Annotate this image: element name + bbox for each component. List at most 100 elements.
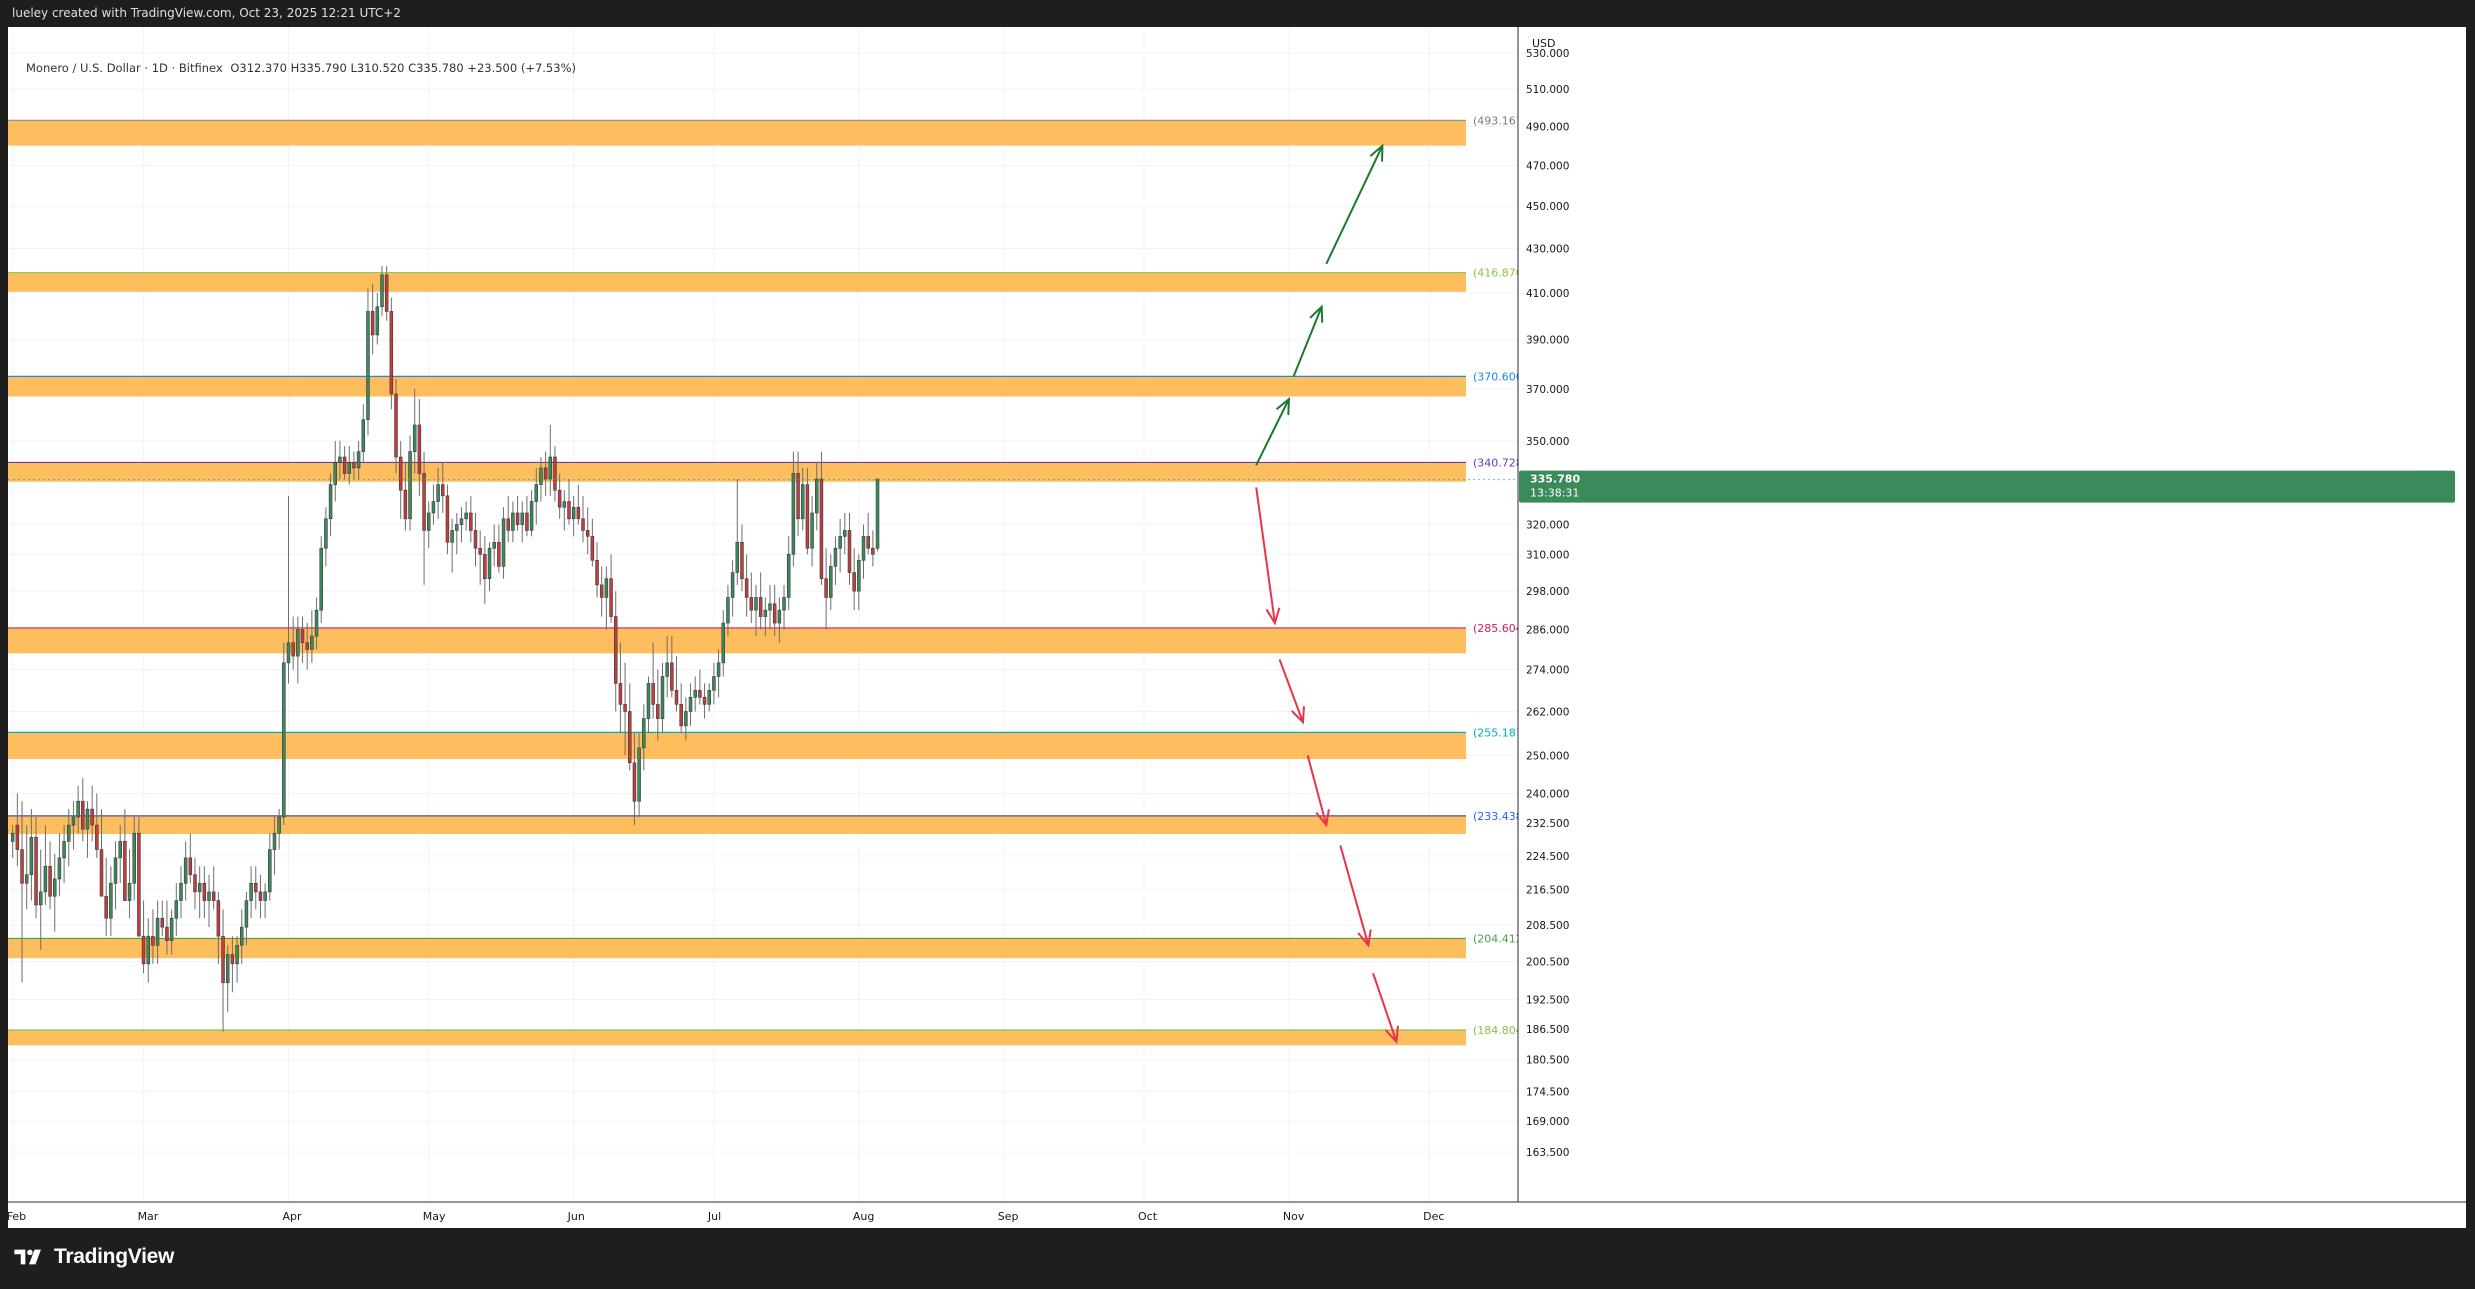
candle-body bbox=[282, 662, 286, 818]
candle bbox=[529, 490, 534, 537]
candle bbox=[422, 451, 426, 585]
candle-body bbox=[445, 495, 450, 543]
candle bbox=[450, 518, 454, 573]
candle-body bbox=[525, 512, 529, 531]
candle bbox=[310, 610, 314, 663]
candle bbox=[29, 809, 34, 901]
candle-body bbox=[651, 683, 655, 705]
candle-body bbox=[319, 547, 323, 611]
candle bbox=[847, 512, 852, 585]
price-axis-panel bbox=[1518, 27, 2466, 1228]
candle bbox=[305, 623, 309, 670]
candle-body bbox=[34, 836, 38, 906]
candle bbox=[609, 554, 613, 624]
bearish-arrow-shaft bbox=[1339, 845, 1370, 946]
candle bbox=[613, 591, 618, 712]
candle bbox=[99, 809, 104, 897]
date-tick-label: Apr bbox=[282, 1210, 302, 1223]
candle bbox=[515, 495, 520, 531]
candle bbox=[455, 512, 459, 555]
candle-body bbox=[506, 518, 510, 531]
candle bbox=[113, 841, 118, 910]
candle bbox=[62, 825, 66, 884]
zone-price-labels: (493.167) (416.870) (370.600) (340.728) (285… bbox=[1473, 114, 1527, 1037]
price-chart[interactable]: (493.167) (416.870) (370.600) (340.728) (285… bbox=[8, 27, 2466, 1228]
bullish-arrow-head bbox=[1275, 396, 1291, 416]
candle-body bbox=[604, 578, 609, 598]
candle bbox=[169, 909, 174, 955]
candle-body bbox=[95, 824, 99, 850]
candle bbox=[553, 446, 557, 502]
price-tick-label: 370.000 bbox=[1526, 384, 1569, 396]
candle-body bbox=[543, 467, 548, 480]
candle-body bbox=[71, 816, 76, 826]
candle-body bbox=[473, 530, 478, 549]
candle bbox=[221, 909, 225, 1032]
candle-body bbox=[412, 424, 417, 452]
candle bbox=[506, 495, 510, 543]
candle bbox=[744, 554, 749, 617]
candle-body bbox=[291, 642, 295, 657]
candle-body bbox=[183, 857, 188, 884]
bearish-arrow-shaft bbox=[1372, 972, 1398, 1043]
tradingview-brand[interactable]: TradingView bbox=[12, 1245, 174, 1269]
candle-body bbox=[146, 935, 150, 965]
candle-body bbox=[735, 541, 740, 573]
candle bbox=[501, 507, 506, 579]
zone-price-label: (416.870) bbox=[1473, 267, 1527, 280]
candle-body bbox=[20, 849, 24, 884]
candle bbox=[291, 616, 295, 670]
zone-band bbox=[8, 627, 1466, 654]
candle bbox=[160, 900, 165, 937]
tradingview-logo-icon bbox=[14, 1249, 41, 1265]
price-tick-label: 430.000 bbox=[1526, 243, 1569, 255]
last-price-tag bbox=[1519, 470, 2455, 503]
candle-body bbox=[768, 603, 772, 611]
candle-body bbox=[174, 900, 179, 919]
price-tick-label: 186.500 bbox=[1526, 1024, 1569, 1036]
candle bbox=[211, 866, 216, 910]
candle bbox=[623, 662, 627, 756]
candle bbox=[833, 536, 838, 585]
chart-frame[interactable]: (493.167) (416.870) (370.600) (340.728) (285… bbox=[8, 27, 2466, 1228]
candle-body bbox=[160, 917, 165, 928]
candle bbox=[314, 597, 319, 650]
candle-body bbox=[670, 662, 674, 691]
candle-body bbox=[239, 926, 244, 946]
candle-body bbox=[688, 697, 693, 712]
candle bbox=[165, 900, 169, 955]
candle-body bbox=[782, 597, 786, 611]
candle bbox=[244, 891, 249, 946]
candle-body bbox=[483, 553, 487, 579]
candle-body bbox=[800, 484, 805, 520]
candle bbox=[511, 501, 515, 543]
support-resistance-zones bbox=[8, 119, 1466, 1046]
candle-body bbox=[777, 609, 782, 624]
candle-body bbox=[202, 882, 207, 901]
candle-body bbox=[132, 832, 136, 884]
price-tick-label: 410.000 bbox=[1526, 288, 1569, 300]
candle-body bbox=[216, 900, 221, 937]
candle bbox=[772, 584, 777, 637]
price-tick-label: 216.500 bbox=[1526, 885, 1569, 897]
price-tick-label: 530.000 bbox=[1526, 48, 1569, 60]
candle-body bbox=[623, 704, 627, 712]
price-tick-label: 510.000 bbox=[1526, 84, 1569, 96]
candle bbox=[380, 266, 384, 317]
candle-body bbox=[123, 841, 127, 901]
candle bbox=[721, 610, 726, 677]
candle bbox=[815, 462, 819, 531]
candle-body bbox=[618, 683, 623, 705]
bullish-arrow bbox=[1292, 304, 1324, 377]
candle bbox=[263, 883, 267, 919]
price-tick-label: 180.500 bbox=[1526, 1055, 1569, 1067]
date-tick-label: Aug bbox=[853, 1210, 874, 1223]
candle-body bbox=[431, 501, 436, 514]
candle-body bbox=[464, 512, 468, 520]
candle-body bbox=[389, 311, 394, 395]
candle-body bbox=[403, 489, 408, 520]
candle-body bbox=[67, 824, 71, 842]
candle-body bbox=[277, 816, 281, 834]
candle bbox=[48, 841, 52, 910]
candle-body bbox=[599, 584, 604, 598]
